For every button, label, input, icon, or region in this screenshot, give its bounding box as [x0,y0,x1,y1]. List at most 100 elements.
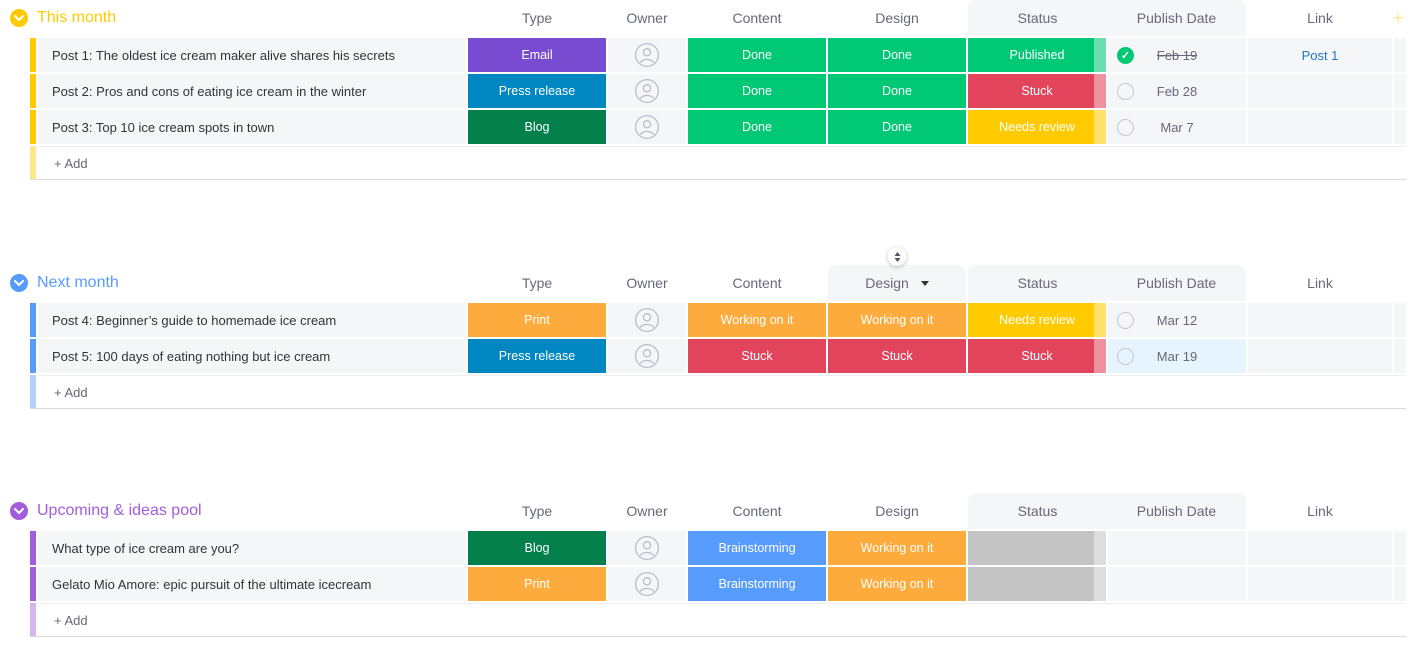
column-header-design[interactable]: Design [875,503,919,519]
post-link[interactable]: Post 1 [1301,47,1339,63]
owner-cell[interactable] [608,303,686,337]
content-status-cell[interactable]: Working on it [688,303,826,337]
design-status-cell[interactable]: Working on it [828,531,966,565]
type-cell[interactable]: Blog [468,110,606,144]
link-cell[interactable] [1248,567,1392,601]
owner-cell[interactable] [608,38,686,72]
owner-cell[interactable] [608,567,686,601]
owner-cell[interactable] [608,74,686,108]
content-status-cell[interactable]: Brainstorming [688,531,826,565]
column-header-design-label[interactable]: Design [865,275,909,291]
column-header-status[interactable]: Status [1017,503,1058,519]
column-header-link[interactable]: Link [1307,10,1333,26]
sort-indicator-icon[interactable] [887,247,907,266]
date-circle-icon[interactable] [1117,118,1134,136]
group-title-label[interactable]: Upcoming & ideas pool [37,502,202,519]
collapse-group-icon[interactable] [10,274,28,292]
column-header-type[interactable]: Type [521,503,553,519]
date-circle-icon[interactable] [1117,311,1134,329]
chevron-down-icon[interactable] [920,280,929,286]
type-cell[interactable]: Print [468,567,606,601]
type-cell[interactable]: Email [468,38,606,72]
group-title-next-month[interactable]: Next month [10,265,119,301]
type-cell[interactable]: Press release [468,339,606,373]
date-circle-icon[interactable] [1117,347,1134,365]
status-cell-empty[interactable] [968,531,1106,565]
item-name-cell[interactable]: Post 3: Top 10 ice cream spots in town [38,110,466,144]
status-cell-empty[interactable] [968,567,1106,601]
publish-date-cell[interactable]: Feb 28 [1108,74,1246,108]
column-header-status[interactable]: Status [1017,275,1058,291]
add-item-button[interactable]: + Add [38,603,1406,636]
link-cell[interactable] [1248,74,1392,108]
column-header-type[interactable]: Type [521,10,553,26]
item-name-cell[interactable]: Post 2: Pros and cons of eating ice crea… [38,74,466,108]
column-header-publish-date[interactable]: Publish Date [1136,275,1217,291]
column-header-publish-date[interactable]: Publish Date [1136,10,1217,26]
column-header-link[interactable]: Link [1307,503,1333,519]
group-title-this-month[interactable]: This month [10,0,116,36]
group-title-upcoming[interactable]: Upcoming & ideas pool [10,493,202,529]
add-item-row[interactable]: + Add [30,146,1406,180]
link-cell[interactable] [1248,303,1392,337]
add-item-row[interactable]: + Add [30,603,1406,637]
content-status-cell[interactable]: Brainstorming [688,567,826,601]
item-name-cell[interactable]: Post 5: 100 days of eating nothing but i… [38,339,466,373]
design-status-cell[interactable]: Working on it [828,303,966,337]
column-header-owner[interactable]: Owner [626,275,668,291]
column-header-link[interactable]: Link [1307,275,1333,291]
item-name-cell[interactable]: Post 1: The oldest ice cream maker alive… [38,38,466,72]
design-status-cell[interactable]: Stuck [828,339,966,373]
status-cell[interactable]: Stuck [968,74,1106,108]
status-cell[interactable]: Stuck [968,339,1106,373]
collapse-group-icon[interactable] [10,9,28,27]
owner-cell[interactable] [608,531,686,565]
design-status-cell[interactable]: Done [828,38,966,72]
publish-date-cell[interactable]: Mar 12 [1108,303,1246,337]
date-circle-icon[interactable] [1117,82,1134,100]
column-header-design[interactable]: Design [875,10,919,26]
publish-date-cell-highlighted[interactable]: Mar 19 [1108,339,1246,373]
column-header-content[interactable]: Content [732,10,782,26]
item-name-cell[interactable]: What type of ice cream are you? [38,531,466,565]
group-title-label[interactable]: This month [37,9,117,26]
content-status-cell[interactable]: Done [688,74,826,108]
owner-cell[interactable] [608,110,686,144]
column-header-status[interactable]: Status [1017,10,1058,26]
column-header-content[interactable]: Content [732,275,782,291]
column-header-design-sorted[interactable]: Design [828,247,966,301]
type-cell[interactable]: Blog [468,531,606,565]
type-cell[interactable]: Press release [468,74,606,108]
item-name-cell[interactable]: Gelato Mio Amore: epic pursuit of the ul… [38,567,466,601]
link-cell[interactable]: Post 1 [1248,38,1392,72]
group-title-label[interactable]: Next month [37,274,119,291]
publish-date-cell[interactable] [1108,567,1246,601]
column-header-type[interactable]: Type [521,275,553,291]
collapse-group-icon[interactable] [10,502,28,520]
link-cell[interactable] [1248,339,1392,373]
status-cell[interactable]: Needs review [968,303,1106,337]
design-status-cell[interactable]: Working on it [828,567,966,601]
content-status-cell[interactable]: Stuck [688,339,826,373]
publish-date-cell[interactable]: ✓ Feb 19 [1108,38,1246,72]
item-name-cell[interactable]: Post 4: Beginner’s guide to homemade ice… [38,303,466,337]
add-column-button[interactable]: + [1393,8,1404,28]
type-cell[interactable]: Print [468,303,606,337]
column-header-content[interactable]: Content [732,503,782,519]
design-status-cell[interactable]: Done [828,74,966,108]
content-status-cell[interactable]: Done [688,38,826,72]
publish-date-cell[interactable] [1108,531,1246,565]
add-item-button[interactable]: + Add [38,146,1406,179]
link-cell[interactable] [1248,110,1392,144]
column-header-owner[interactable]: Owner [626,503,668,519]
design-status-cell[interactable]: Done [828,110,966,144]
status-cell[interactable]: Needs review [968,110,1106,144]
date-check-icon[interactable]: ✓ [1117,46,1134,64]
column-header-owner[interactable]: Owner [626,10,668,26]
publish-date-cell[interactable]: Mar 7 [1108,110,1246,144]
add-item-button[interactable]: + Add [38,375,1406,408]
add-item-row[interactable]: + Add [30,375,1406,409]
status-cell[interactable]: Published [968,38,1106,72]
link-cell[interactable] [1248,531,1392,565]
owner-cell[interactable] [608,339,686,373]
